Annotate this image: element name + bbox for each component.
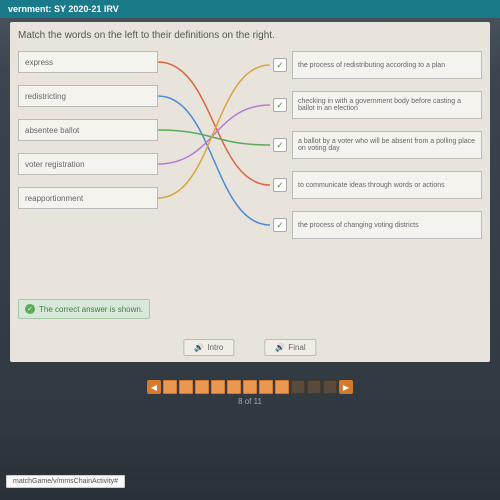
intro-label: Intro bbox=[207, 343, 223, 352]
term-box[interactable]: voter registration bbox=[18, 153, 158, 175]
progress-box[interactable] bbox=[259, 380, 273, 394]
next-arrow[interactable]: ▶ bbox=[339, 380, 353, 394]
checkmark-icon: ✓ bbox=[273, 98, 287, 112]
final-label: Final bbox=[288, 343, 305, 352]
speaker-icon: 🔊 bbox=[194, 343, 204, 352]
correct-answer-message: The correct answer is shown. bbox=[18, 299, 150, 319]
definition-box[interactable]: ✓checking in with a government body befo… bbox=[292, 91, 482, 119]
course-header: vernment: SY 2020-21 IRV bbox=[0, 0, 500, 18]
taskbar-tab[interactable]: matchGame/v/mmsChainActivity# bbox=[6, 475, 125, 488]
checkmark-icon: ✓ bbox=[273, 178, 287, 192]
checkmark-icon: ✓ bbox=[273, 218, 287, 232]
progress-label: 8 of 11 bbox=[0, 397, 500, 406]
definition-text: to communicate ideas through words or ac… bbox=[298, 182, 445, 189]
progress-bar: ◀▶ bbox=[147, 380, 353, 394]
term-box[interactable]: reapportionment bbox=[18, 187, 158, 209]
definition-box[interactable]: ✓the process of redistributing according… bbox=[292, 51, 482, 79]
course-title: vernment: SY 2020-21 IRV bbox=[8, 4, 119, 14]
definition-text: checking in with a government body befor… bbox=[298, 98, 476, 112]
instruction-text: Match the words on the left to their def… bbox=[18, 30, 482, 41]
audio-buttons: 🔊 Intro 🔊 Final bbox=[183, 339, 316, 356]
term-box[interactable]: express bbox=[18, 51, 158, 73]
progress-box[interactable] bbox=[163, 380, 177, 394]
activity-panel: Match the words on the left to their def… bbox=[10, 22, 490, 362]
terms-column: express redistricting absentee ballot voter… bbox=[18, 51, 158, 209]
progress-box[interactable] bbox=[275, 380, 289, 394]
speaker-icon: 🔊 bbox=[275, 343, 285, 352]
definition-text: a ballot by a voter who will be absent f… bbox=[298, 138, 476, 152]
progress-box[interactable] bbox=[195, 380, 209, 394]
progress-box[interactable] bbox=[323, 380, 337, 394]
progress-box[interactable] bbox=[291, 380, 305, 394]
definition-text: the process of changing voting districts bbox=[298, 222, 419, 229]
progress-box[interactable] bbox=[243, 380, 257, 394]
checkmark-icon: ✓ bbox=[273, 138, 287, 152]
progress-box[interactable] bbox=[227, 380, 241, 394]
progress-box[interactable] bbox=[179, 380, 193, 394]
definition-text: the process of redistributing according … bbox=[298, 62, 445, 69]
progress-box[interactable] bbox=[307, 380, 321, 394]
definition-box[interactable]: ✓the process of changing voting district… bbox=[292, 211, 482, 239]
definitions-column: ✓the process of redistributing according… bbox=[292, 51, 482, 239]
progress-box[interactable] bbox=[211, 380, 225, 394]
final-button[interactable]: 🔊 Final bbox=[264, 339, 316, 356]
intro-button[interactable]: 🔊 Intro bbox=[183, 339, 234, 356]
prev-arrow[interactable]: ◀ bbox=[147, 380, 161, 394]
match-area: express redistricting absentee ballot voter… bbox=[18, 51, 482, 291]
definition-box[interactable]: ✓a ballot by a voter who will be absent … bbox=[292, 131, 482, 159]
definition-box[interactable]: ✓to communicate ideas through words or a… bbox=[292, 171, 482, 199]
term-box[interactable]: absentee ballot bbox=[18, 119, 158, 141]
term-box[interactable]: redistricting bbox=[18, 85, 158, 107]
checkmark-icon: ✓ bbox=[273, 58, 287, 72]
